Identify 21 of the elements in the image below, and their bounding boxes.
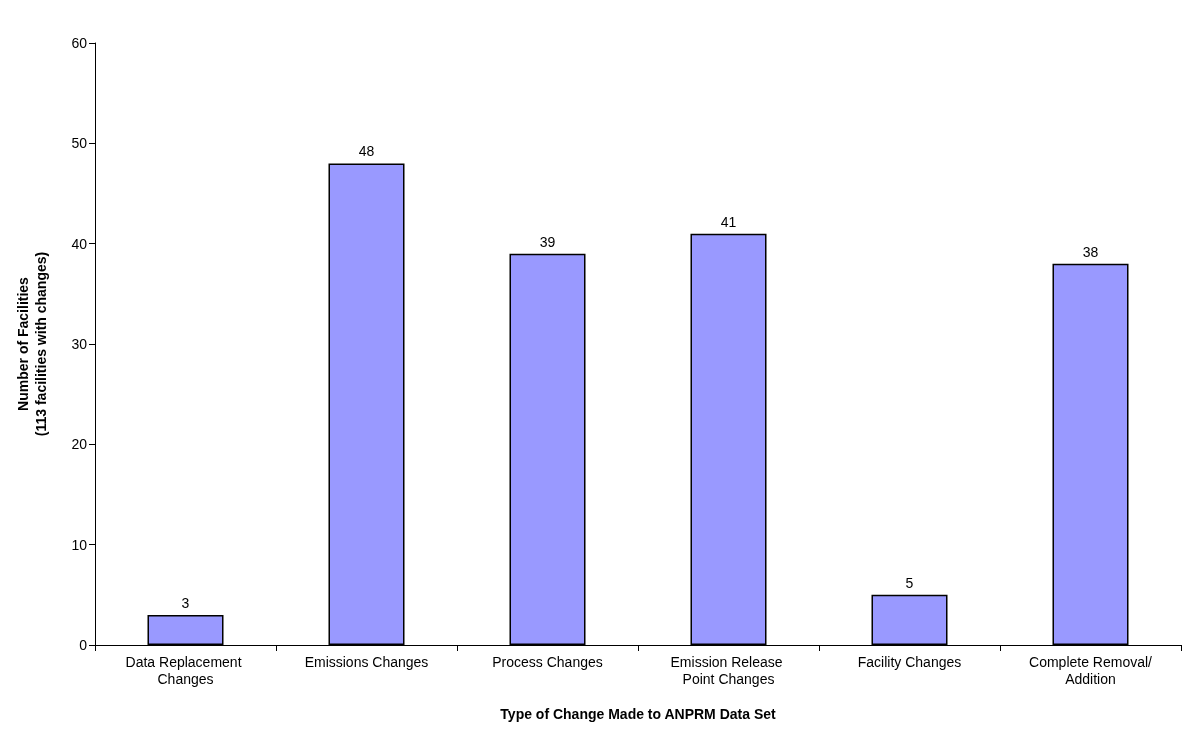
data-label: 41	[720, 213, 737, 230]
x-tick-label: Process Changes	[492, 653, 603, 670]
data-label: 38	[1082, 243, 1099, 260]
data-label: 48	[358, 143, 375, 160]
x-tick-label: Facility Changes	[857, 653, 962, 670]
data-label: 3	[181, 594, 190, 611]
data-label: 39	[539, 233, 556, 250]
x-tick-label: Complete Removal/Addition	[1029, 653, 1153, 687]
y-axis-title: Number of Facilities (113 facilities with changes)	[15, 251, 49, 437]
y-tick-label: 30	[71, 336, 88, 352]
y-tick-label: 0	[79, 637, 88, 653]
x-axis-title: Type of Change Made to ANPRM Data Set	[500, 706, 777, 722]
x-tick-label: Emissions Changes	[304, 653, 429, 670]
x-tick-label: Data Replacement Changes	[125, 653, 246, 687]
y-tick-label: 20	[71, 436, 88, 453]
x-tick-label: Emission Release Point Changes	[670, 653, 787, 687]
y-tick-label: 10	[71, 536, 88, 553]
y-tick-label: 60	[71, 35, 88, 51]
data-label: 5	[905, 574, 914, 591]
y-tick-label: 50	[71, 135, 88, 152]
y-tick-label: 40	[71, 235, 88, 252]
